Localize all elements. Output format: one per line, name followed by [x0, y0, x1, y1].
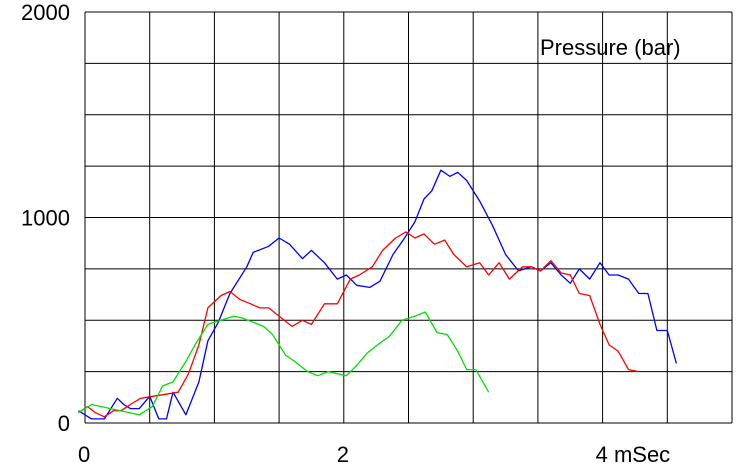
chart-series-layer — [78, 169, 678, 420]
chart-grid — [84, 11, 733, 424]
x-tick-label: 0 — [78, 442, 90, 467]
chart-tick-labels: 0 2 4 mSec 0 1000 2000 — [21, 0, 670, 467]
series-line-3 — [78, 311, 490, 416]
series-line-1 — [78, 169, 678, 420]
series-line-2 — [78, 231, 639, 418]
y-tick-label: 1000 — [21, 206, 70, 231]
x-tick-label: 2 — [337, 442, 349, 467]
x-tick-label: 4 mSec — [596, 442, 671, 467]
y-tick-label: 2000 — [21, 0, 70, 25]
chart-inner-label: Pressure (bar) — [540, 35, 681, 60]
y-tick-label: 0 — [58, 411, 70, 436]
